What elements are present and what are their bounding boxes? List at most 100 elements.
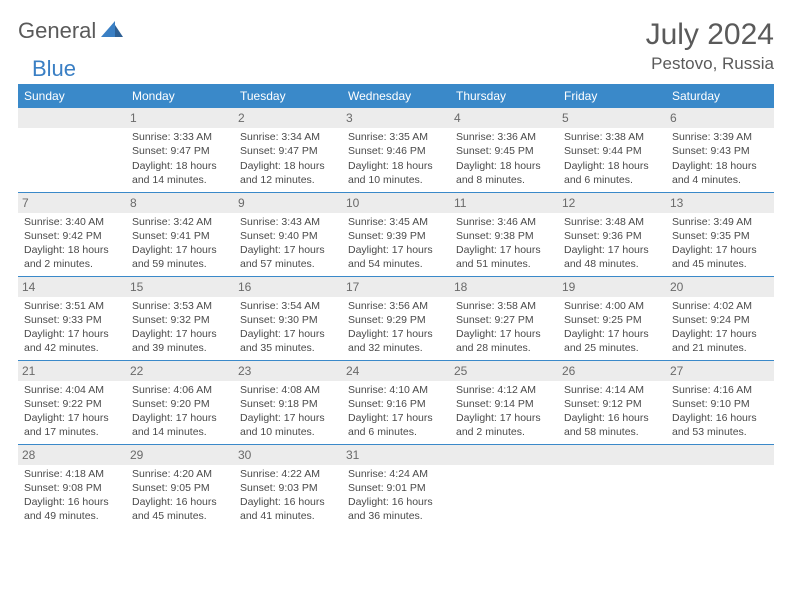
calendar-table: SundayMondayTuesdayWednesdayThursdayFrid… [18,84,774,528]
month-title: July 2024 [646,18,774,52]
day-number: 2 [234,108,342,128]
day-number: 16 [234,277,342,297]
header: General July 2024 Pestovo, Russia [18,18,774,74]
calendar-day-cell [558,444,666,528]
day-number: 1 [126,108,234,128]
day-details: Sunrise: 4:00 AMSunset: 9:25 PMDaylight:… [564,299,660,356]
sunrise-text: Sunrise: 3:34 AM [240,130,336,144]
day-details: Sunrise: 3:35 AMSunset: 9:46 PMDaylight:… [348,130,444,187]
calendar-day-cell: 20Sunrise: 4:02 AMSunset: 9:24 PMDayligh… [666,276,774,360]
daylight-text: Daylight: 16 hours and 53 minutes. [672,411,768,439]
daylight-text: Daylight: 18 hours and 14 minutes. [132,159,228,187]
sunset-text: Sunset: 9:38 PM [456,229,552,243]
logo-triangle-icon [101,21,123,42]
day-number: 17 [342,277,450,297]
day-number: 29 [126,445,234,465]
day-details: Sunrise: 4:16 AMSunset: 9:10 PMDaylight:… [672,383,768,440]
sunset-text: Sunset: 9:20 PM [132,397,228,411]
sunrise-text: Sunrise: 4:16 AM [672,383,768,397]
day-details: Sunrise: 3:48 AMSunset: 9:36 PMDaylight:… [564,215,660,272]
day-number: 4 [450,108,558,128]
daylight-text: Daylight: 17 hours and 2 minutes. [456,411,552,439]
brand-logo: General [18,18,125,44]
calendar-day-cell: 17Sunrise: 3:56 AMSunset: 9:29 PMDayligh… [342,276,450,360]
daylight-text: Daylight: 18 hours and 10 minutes. [348,159,444,187]
sunrise-text: Sunrise: 3:42 AM [132,215,228,229]
weekday-header: Tuesday [234,84,342,108]
day-details: Sunrise: 3:53 AMSunset: 9:32 PMDaylight:… [132,299,228,356]
sunset-text: Sunset: 9:35 PM [672,229,768,243]
day-number: 6 [666,108,774,128]
sunset-text: Sunset: 9:30 PM [240,313,336,327]
calendar-day-cell [18,108,126,192]
day-number: 27 [666,361,774,381]
calendar-day-cell [450,444,558,528]
calendar-day-cell: 18 Sunrise: 3:58 AMSunset: 9:27 PMDayligh… [450,276,558,360]
day-details: Sunrise: 3:46 AMSunset: 9:38 PMDaylight:… [456,215,552,272]
sunset-text: Sunset: 9:43 PM [672,144,768,158]
sunset-text: Sunset: 9:44 PM [564,144,660,158]
calendar-day-cell: 4Sunrise: 3:36 AMSunset: 9:45 PMDaylight… [450,108,558,192]
title-area: July 2024 Pestovo, Russia [646,18,774,74]
calendar-week-row: 7Sunrise: 3:40 AMSunset: 9:42 PMDaylight… [18,192,774,276]
daylight-text: Daylight: 17 hours and 28 minutes. [456,327,552,355]
calendar-day-cell: 3Sunrise: 3:35 AMSunset: 9:46 PMDaylight… [342,108,450,192]
day-details: Sunrise: 3:38 AMSunset: 9:44 PMDaylight:… [564,130,660,187]
calendar-day-cell: 16Sunrise: 3:54 AMSunset: 9:30 PMDayligh… [234,276,342,360]
sunset-text: Sunset: 9:12 PM [564,397,660,411]
sunrise-text: Sunrise: 4:06 AM [132,383,228,397]
day-details: Sunrise: 4:10 AMSunset: 9:16 PMDaylight:… [348,383,444,440]
daylight-text: Daylight: 16 hours and 45 minutes. [132,495,228,523]
day-number [558,445,666,465]
daylight-text: Daylight: 17 hours and 35 minutes. [240,327,336,355]
daylight-text: Daylight: 18 hours and 8 minutes. [456,159,552,187]
calendar-day-cell: 29Sunrise: 4:20 AMSunset: 9:05 PMDayligh… [126,444,234,528]
calendar-day-cell: 9Sunrise: 3:43 AMSunset: 9:40 PMDaylight… [234,192,342,276]
calendar-day-cell [666,444,774,528]
daylight-text: Daylight: 17 hours and 6 minutes. [348,411,444,439]
sunset-text: Sunset: 9:40 PM [240,229,336,243]
day-details: Sunrise: 3:43 AMSunset: 9:40 PMDaylight:… [240,215,336,272]
calendar-day-cell: 23Sunrise: 4:08 AMSunset: 9:18 PMDayligh… [234,360,342,444]
calendar-day-cell: 14Sunrise: 3:51 AMSunset: 9:33 PMDayligh… [18,276,126,360]
day-details: Sunrise: 4:08 AMSunset: 9:18 PMDaylight:… [240,383,336,440]
day-number: 25 [450,361,558,381]
day-details: Sunrise: 4:22 AMSunset: 9:03 PMDaylight:… [240,467,336,524]
day-number: 8 [126,193,234,213]
weekday-header: Thursday [450,84,558,108]
sunrise-text: Sunrise: 3:58 AM [456,299,552,313]
weekday-header: Wednesday [342,84,450,108]
sunset-text: Sunset: 9:10 PM [672,397,768,411]
day-details: Sunrise: 4:12 AMSunset: 9:14 PMDaylight:… [456,383,552,440]
daylight-text: Daylight: 17 hours and 48 minutes. [564,243,660,271]
sunrise-text: Sunrise: 4:20 AM [132,467,228,481]
calendar-week-row: 14Sunrise: 3:51 AMSunset: 9:33 PMDayligh… [18,276,774,360]
calendar-day-cell: 15Sunrise: 3:53 AMSunset: 9:32 PMDayligh… [126,276,234,360]
daylight-text: Daylight: 16 hours and 49 minutes. [24,495,120,523]
calendar-day-cell: 10Sunrise: 3:45 AMSunset: 9:39 PMDayligh… [342,192,450,276]
weekday-header: Saturday [666,84,774,108]
day-details: Sunrise: 4:18 AMSunset: 9:08 PMDaylight:… [24,467,120,524]
brand-part2: Blue [32,56,76,82]
sunset-text: Sunset: 9:16 PM [348,397,444,411]
day-details: Sunrise: 3:54 AMSunset: 9:30 PMDaylight:… [240,299,336,356]
day-number [450,445,558,465]
day-number [666,445,774,465]
sunset-text: Sunset: 9:29 PM [348,313,444,327]
day-number: 18 [450,277,558,297]
daylight-text: Daylight: 18 hours and 4 minutes. [672,159,768,187]
daylight-text: Daylight: 16 hours and 58 minutes. [564,411,660,439]
location-subtitle: Pestovo, Russia [646,54,774,74]
sunset-text: Sunset: 9:18 PM [240,397,336,411]
sunset-text: Sunset: 9:27 PM [456,313,552,327]
daylight-text: Daylight: 17 hours and 25 minutes. [564,327,660,355]
day-details: Sunrise: 3:34 AMSunset: 9:47 PMDaylight:… [240,130,336,187]
sunrise-text: Sunrise: 3:56 AM [348,299,444,313]
calendar-day-cell: 30Sunrise: 4:22 AMSunset: 9:03 PMDayligh… [234,444,342,528]
day-number: 19 [558,277,666,297]
day-number: 28 [18,445,126,465]
daylight-text: Daylight: 17 hours and 14 minutes. [132,411,228,439]
day-number: 26 [558,361,666,381]
sunrise-text: Sunrise: 4:12 AM [456,383,552,397]
daylight-text: Daylight: 18 hours and 6 minutes. [564,159,660,187]
